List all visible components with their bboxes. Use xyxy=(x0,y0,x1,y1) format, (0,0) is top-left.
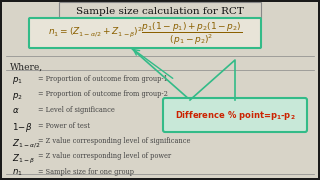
Text: $Z_{1-\beta}$: $Z_{1-\beta}$ xyxy=(12,152,35,166)
Text: $p_1$: $p_1$ xyxy=(12,75,23,86)
Text: = Proportion of outcome from group-2: = Proportion of outcome from group-2 xyxy=(38,91,168,98)
Text: = Power of test: = Power of test xyxy=(38,122,90,129)
Text: $Z_{1-\alpha/2}$: $Z_{1-\alpha/2}$ xyxy=(12,137,40,150)
Text: $\alpha$: $\alpha$ xyxy=(12,106,20,115)
FancyBboxPatch shape xyxy=(29,18,261,48)
Text: = Level of significance: = Level of significance xyxy=(38,106,115,114)
Text: Where,: Where, xyxy=(10,63,43,72)
Text: = Proportion of outcome from group-1: = Proportion of outcome from group-1 xyxy=(38,75,168,83)
Text: = Z value corresponding level of power: = Z value corresponding level of power xyxy=(38,152,171,161)
FancyBboxPatch shape xyxy=(2,2,318,178)
FancyBboxPatch shape xyxy=(59,2,261,18)
Text: = Z value corresponding level of significance: = Z value corresponding level of signifi… xyxy=(38,137,190,145)
Text: = Sample size for one group: = Sample size for one group xyxy=(38,168,134,176)
Text: $n_1 = (Z_{1-\alpha/2} + Z_{1-\beta})^2\dfrac{p_1(1-p_1)+p_2(1-p_2)}{(p_1-p_2)^2: $n_1 = (Z_{1-\alpha/2} + Z_{1-\beta})^2\… xyxy=(48,21,242,47)
Text: $n_1$: $n_1$ xyxy=(12,168,23,179)
FancyBboxPatch shape xyxy=(163,98,307,132)
Text: Sample size calculation for RCT: Sample size calculation for RCT xyxy=(76,6,244,15)
Text: $1\!-\!\beta$: $1\!-\!\beta$ xyxy=(12,122,33,134)
Text: Difference % point=$\mathregular{p_1}$-$\mathregular{p_2}$: Difference % point=$\mathregular{p_1}$-$… xyxy=(175,109,295,123)
Text: $p_2$: $p_2$ xyxy=(12,91,23,102)
